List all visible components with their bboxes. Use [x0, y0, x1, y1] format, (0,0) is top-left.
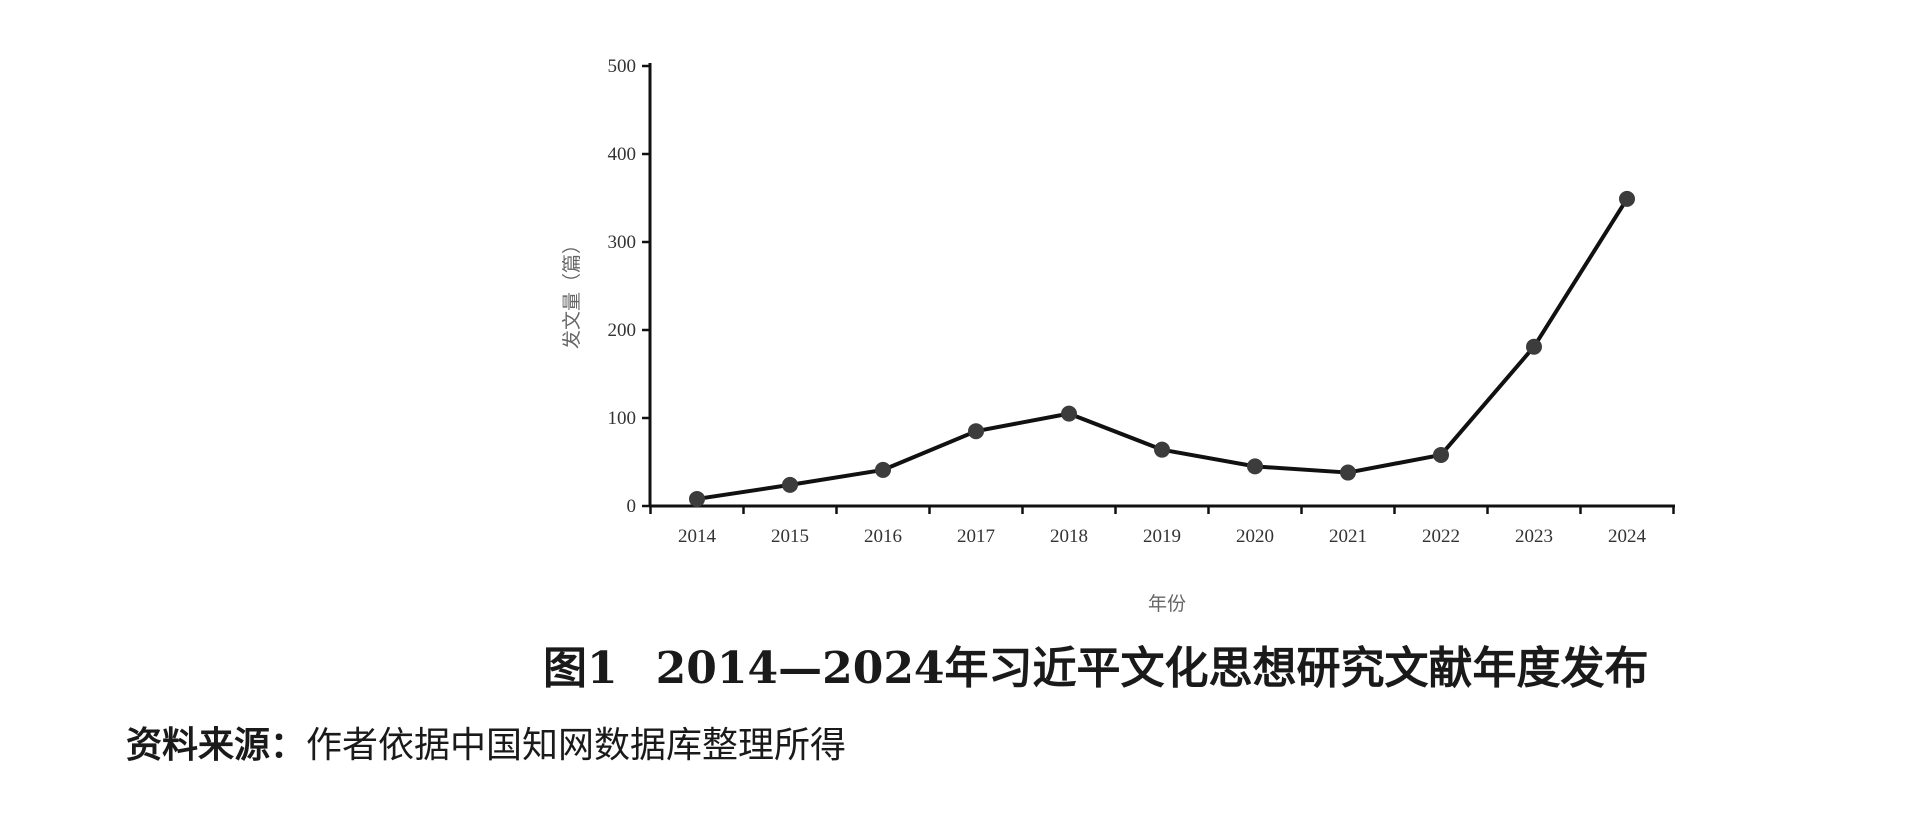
x-tick-label: 2018	[1050, 526, 1088, 547]
y-axis-title: 发文量（篇）	[561, 235, 583, 349]
x-tick-label: 2019	[1143, 526, 1181, 547]
data-points	[689, 190, 1635, 507]
data-point	[782, 476, 798, 493]
data-point	[1247, 458, 1263, 475]
x-tick-label: 2021	[1329, 526, 1367, 547]
y-tick-label: 500	[608, 56, 637, 77]
x-tick-label: 2020	[1236, 526, 1274, 547]
source-label: 资料来源：	[126, 724, 307, 766]
tick-labels: 0 100 200 300 400 500 2014 2015 2016 2017 2018 2019…	[608, 56, 1647, 547]
source-note: 资料来源：作者依据中国知网数据库整理所得	[126, 716, 846, 768]
data-point	[1061, 405, 1077, 422]
data-point	[1433, 446, 1449, 463]
data-point	[875, 461, 891, 478]
x-tick-label: 2022	[1422, 526, 1460, 547]
y-tick-label: 100	[608, 408, 637, 429]
data-point	[1526, 338, 1542, 355]
y-tick-label: 200	[608, 320, 637, 341]
x-tick-label: 2017	[957, 526, 995, 547]
x-axis-title: 年份	[1148, 593, 1186, 615]
data-point	[689, 490, 705, 507]
figure-caption: 图1 2014—2024年习近平文化思想研究文献年度发布	[543, 632, 1649, 696]
y-tick-label: 300	[608, 232, 637, 253]
data-point	[1154, 441, 1170, 458]
x-tick-label: 2015	[771, 526, 809, 547]
x-tick-label: 2016	[864, 526, 902, 547]
figure-number: 图1	[543, 643, 618, 694]
data-point	[1340, 464, 1356, 481]
axes	[642, 63, 1675, 514]
source-text: 作者依据中国知网数据库整理所得	[306, 725, 847, 766]
data-point	[968, 423, 984, 440]
y-tick-label: 400	[608, 144, 637, 165]
data-point	[1619, 190, 1635, 207]
y-tick-label: 0	[627, 496, 637, 517]
figure-title: 2014—2024年习近平文化思想研究文献年度发布	[655, 643, 1649, 694]
x-tick-label: 2014	[678, 526, 717, 547]
x-tick-label: 2023	[1515, 526, 1553, 547]
x-tick-label: 2024	[1608, 526, 1647, 547]
